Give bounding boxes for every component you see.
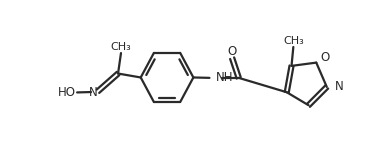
Text: O: O: [228, 45, 237, 58]
Text: CH₃: CH₃: [110, 42, 131, 52]
Text: NH: NH: [216, 71, 233, 84]
Text: HO: HO: [58, 86, 76, 99]
Text: CH₃: CH₃: [283, 36, 304, 46]
Text: O: O: [321, 51, 330, 64]
Text: N: N: [335, 80, 344, 93]
Text: N: N: [88, 86, 97, 99]
